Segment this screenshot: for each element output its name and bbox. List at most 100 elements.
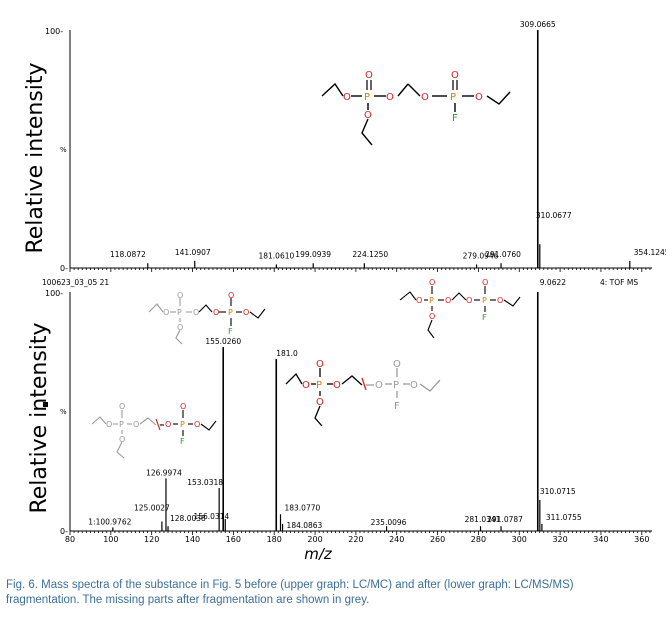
x-tick-label: 280 bbox=[471, 535, 486, 544]
atom-o: O bbox=[119, 402, 125, 411]
atom-o: O bbox=[133, 420, 139, 429]
atom-p: P bbox=[429, 296, 434, 305]
lower-y-tick-pct: % bbox=[60, 408, 67, 416]
caption-line-1: Fig. 6. Mass spectra of the substance in… bbox=[6, 579, 574, 591]
upper-molecule-atoms: O P O O O O P O O F bbox=[343, 70, 483, 124]
atom-p: P bbox=[177, 308, 182, 317]
fragment-structure-bottom-left-atoms: O P O O O O P O O F bbox=[106, 402, 200, 446]
atom-o: O bbox=[333, 380, 341, 391]
atom-o: O bbox=[429, 312, 435, 321]
atom-o: O bbox=[119, 435, 125, 444]
x-tick-label: 320 bbox=[552, 535, 567, 544]
atom-o: O bbox=[180, 402, 186, 411]
atom-f: F bbox=[452, 113, 458, 124]
peak-label: 156.0314 bbox=[193, 512, 229, 521]
x-tick-label: 100 bbox=[103, 535, 118, 544]
atom-o: O bbox=[106, 420, 112, 429]
x-tick-label: 340 bbox=[593, 535, 608, 544]
atom-o: O bbox=[193, 308, 199, 317]
upper-y-tick-0: 0- bbox=[60, 264, 68, 273]
upper-spectrum-panel: 100- % 0- Relative intensity 118.0872 141… bbox=[23, 20, 666, 273]
atom-o: O bbox=[497, 296, 503, 305]
peak-label: 125.0027 bbox=[134, 503, 170, 512]
peak-label: 181.0610 bbox=[258, 251, 294, 260]
atom-o: O bbox=[482, 278, 488, 287]
fragment-structure-top-right-atoms: O P O O O O P O O F bbox=[416, 278, 503, 322]
fragment-structure-bottom-left bbox=[91, 410, 217, 459]
x-tick-label: 80 bbox=[65, 535, 75, 544]
peak-label: 128.0038 bbox=[170, 514, 206, 523]
peak-label: 311.0755 bbox=[546, 513, 582, 522]
atom-o: O bbox=[466, 296, 472, 305]
atom-f: F bbox=[180, 437, 185, 446]
atom-o: O bbox=[243, 308, 249, 317]
peak-label: 235.0096 bbox=[371, 518, 407, 527]
peak-label: 199.0939 bbox=[295, 250, 331, 259]
upper-y-tick-100: 100- bbox=[45, 27, 63, 36]
fragment-structure-top-left bbox=[148, 298, 266, 345]
peak-label: 291.0787 bbox=[487, 515, 523, 524]
peak-label: 281.0341 bbox=[465, 515, 501, 524]
atom-o: O bbox=[365, 70, 373, 81]
atom-p: P bbox=[316, 380, 322, 391]
atom-p: P bbox=[180, 420, 185, 429]
lower-y-axis-label: Relative intensity bbox=[27, 322, 52, 513]
fragment-structure-middle-atoms: O P O O O O P O O F bbox=[302, 359, 418, 412]
atom-o: O bbox=[163, 308, 169, 317]
peak-label: 183.0770 bbox=[284, 503, 320, 512]
x-tick-label: 180 bbox=[267, 535, 282, 544]
x-tick-label: 360 bbox=[634, 535, 649, 544]
mass-spectra-figure: 100- % 0- Relative intensity 118.0872 141… bbox=[23, 20, 666, 560]
x-tick-label: 160 bbox=[226, 535, 241, 544]
x-tick-label: 140 bbox=[185, 535, 200, 544]
atom-o: O bbox=[451, 70, 459, 81]
x-tick-label: 200 bbox=[307, 535, 322, 544]
peak-label: 153.0318 bbox=[187, 478, 223, 487]
atom-o: O bbox=[194, 420, 200, 429]
atom-o: O bbox=[410, 380, 418, 391]
atom-f: F bbox=[228, 327, 233, 336]
x-tick-label: 220 bbox=[348, 535, 363, 544]
x-axis-label: m/z bbox=[304, 545, 333, 560]
atom-o: O bbox=[416, 296, 422, 305]
peak-label: 224.1250 bbox=[352, 250, 388, 259]
x-tick-label: 300 bbox=[512, 535, 527, 544]
atom-o: O bbox=[364, 110, 372, 121]
peak-label: 354.1245 bbox=[634, 248, 666, 257]
atom-p: P bbox=[119, 420, 124, 429]
atom-o: O bbox=[316, 359, 324, 370]
lower-header-left: 100623_03_05 21 bbox=[42, 278, 109, 287]
upper-y-tick-pct: % bbox=[60, 146, 67, 154]
atom-p: P bbox=[393, 380, 399, 391]
atom-p: P bbox=[482, 296, 487, 305]
peak-label: 126.9974 bbox=[146, 468, 182, 477]
figure-caption: Fig. 6. Mass spectra of the substance in… bbox=[6, 578, 646, 608]
x-tick-label: 260 bbox=[430, 535, 445, 544]
lower-spectrum-panel: 100623_03_05 21 4: TOF MS 100- % 0- Rela… bbox=[27, 278, 652, 560]
upper-y-axis-label: Relative intensity bbox=[23, 62, 48, 253]
lower-y-tick-0: 0- bbox=[60, 527, 68, 536]
lower-x-tick-labels: 80 100 120 140 160 180 200 220 240 260 280 300 320 34… bbox=[65, 535, 650, 544]
peak-label: 184.0863 bbox=[287, 521, 323, 530]
caption-line-2: fragmentation. The missing parts after f… bbox=[6, 594, 370, 606]
peak-label: 118.0872 bbox=[110, 250, 146, 259]
atom-o: O bbox=[302, 380, 310, 391]
lower-minor-ticks bbox=[69, 531, 651, 535]
atom-o: O bbox=[421, 92, 429, 103]
fragment-structure-middle bbox=[285, 368, 441, 427]
atom-o: O bbox=[386, 92, 394, 103]
peak-label: 310.0677 bbox=[536, 211, 572, 220]
atom-o: O bbox=[213, 308, 219, 317]
upper-minor-ticks bbox=[69, 268, 651, 272]
axis-label-marker bbox=[43, 402, 48, 407]
atom-p: P bbox=[228, 308, 233, 317]
lower-y-tick-100: 100- bbox=[45, 289, 63, 298]
peak-label: 291.0760 bbox=[485, 250, 521, 259]
fragment-structure-top-left-atoms: O P O O O O P O O F bbox=[163, 291, 249, 336]
atom-o: O bbox=[475, 92, 483, 103]
atom-o: O bbox=[165, 420, 171, 429]
atom-o: O bbox=[177, 323, 183, 332]
peak-label: 1:100.9762 bbox=[88, 517, 131, 526]
upper-peak-labels: 118.0872 141.0907 181.0610 199.0939 224.1250… bbox=[110, 20, 666, 260]
upper-molecule-structure bbox=[321, 80, 511, 146]
